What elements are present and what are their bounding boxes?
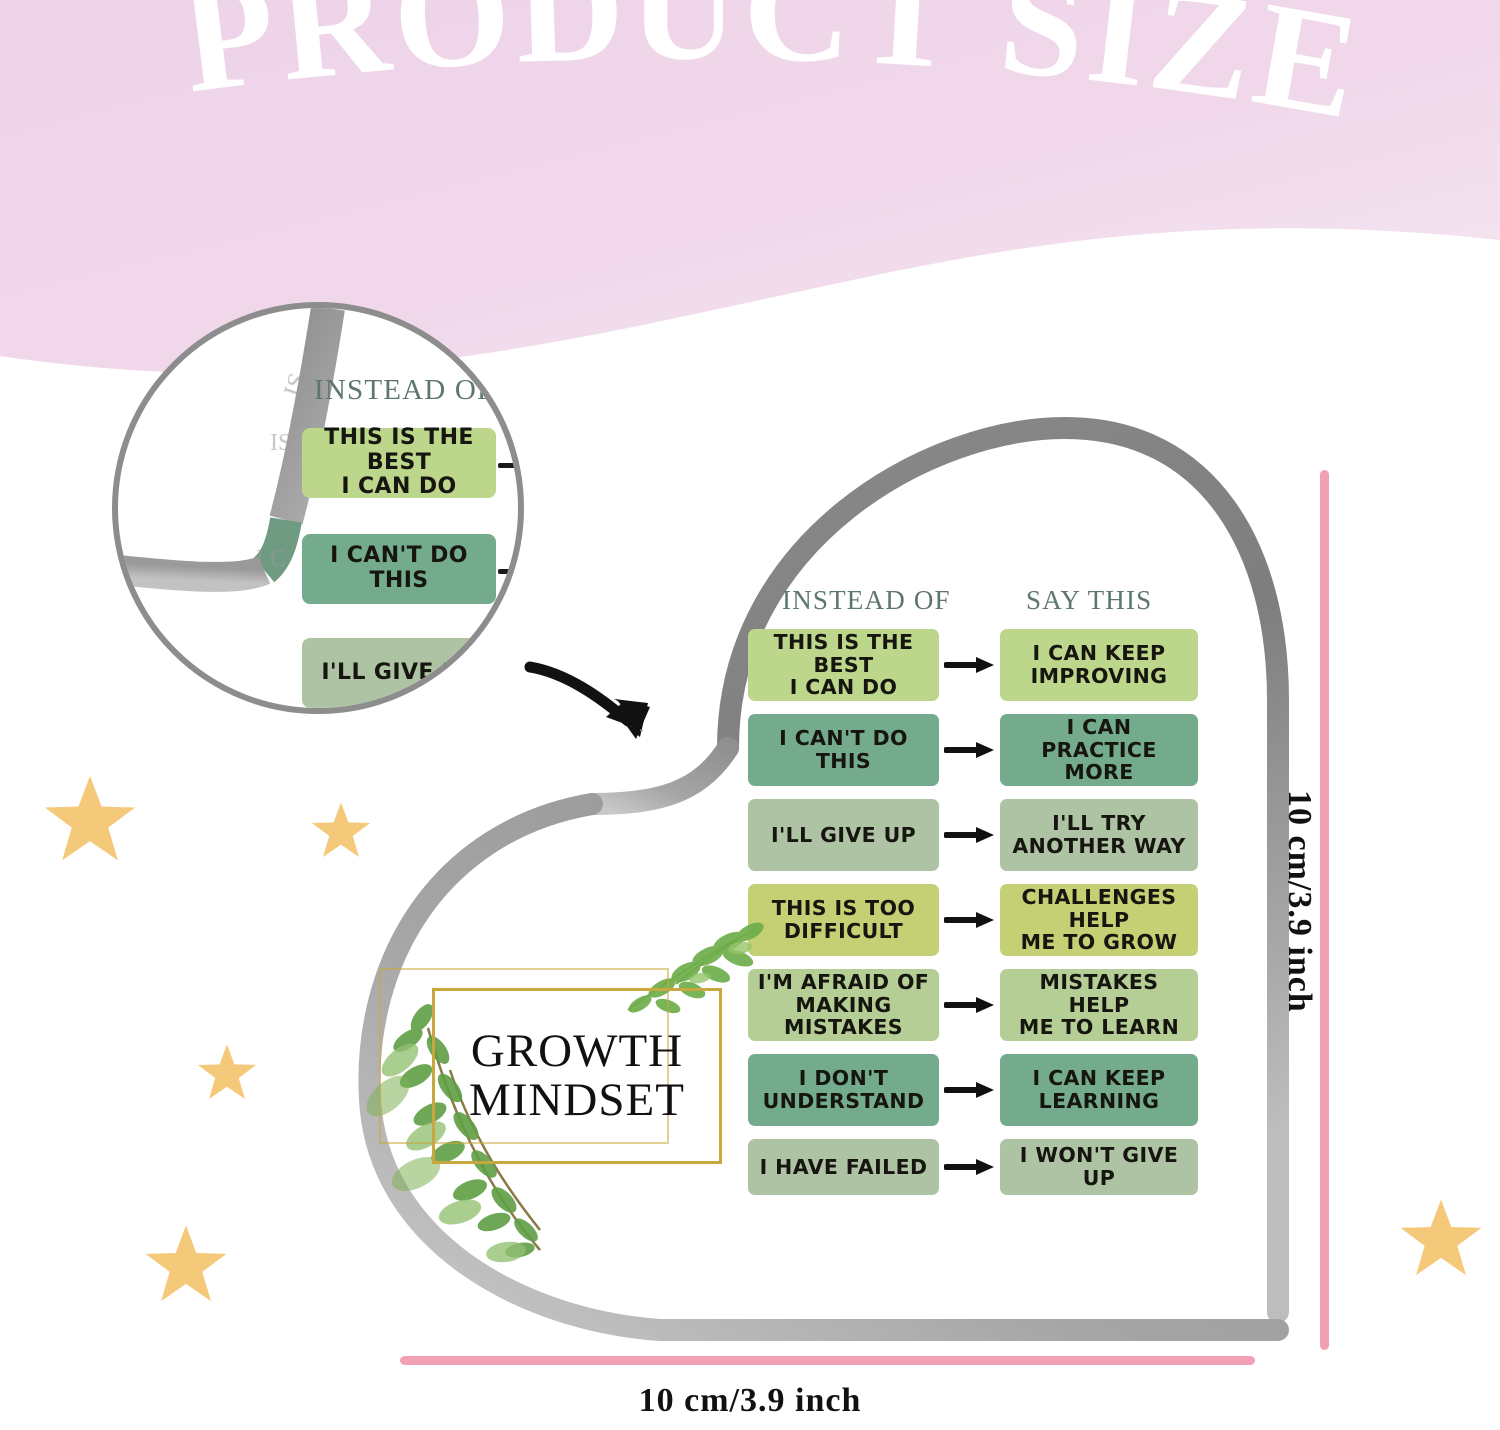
width-ruler [400,1356,1255,1365]
growth-mindset-chip: I CAN KEEP LEARNING [1000,1054,1198,1126]
magnifier-column-header: INSTEAD OF [314,374,495,406]
row-arrow-icon [939,654,1000,676]
fixed-mindset-chip: THIS IS THE BEST I CAN DO [748,629,939,701]
affirmation-row: I HAVE FAILED I WON'T GIVE UP [748,1139,1198,1195]
decorative-star [310,800,372,862]
page-title: PRODUCT SIZE [0,0,1500,260]
magnifier-circle: IS IS I C INSTEAD OF THIS IS THE BEST I C… [112,302,524,714]
decorative-star [196,1042,258,1104]
growth-mindset-chip: I'LL TRY ANOTHER WAY [1000,799,1198,871]
affirmation-row: THIS IS TOO DIFFICULT CHALLENGES HELP ME TO… [748,884,1198,956]
magnifier-chip-text: I'LL GIVE UP [321,659,477,685]
row-arrow-icon [939,824,1000,846]
growth-mindset-chip: CHALLENGES HELP ME TO GROW [1000,884,1198,956]
affirmation-row: I CAN'T DO THIS I CAN PRACTICE MORE [748,714,1198,786]
column-header-instead-of: INSTEAD OF [782,585,951,615]
magnifier-chip-text: I CAN'T DO THIS [330,543,468,593]
affirmation-sign: INSTEAD OF SAY THIS THIS IS THE BEST I CA… [748,585,1198,1208]
column-header-say-this: SAY THIS [1026,585,1153,615]
fixed-mindset-chip: I HAVE FAILED [748,1139,939,1195]
affirmation-rows: THIS IS THE BEST I CAN DO I CAN KEEP IMPROV… [748,629,1198,1195]
growth-mindset-chip: I CAN PRACTICE MORE [1000,714,1198,786]
fixed-mindset-chip: I'LL GIVE UP [748,799,939,871]
magnifier-ghost-text: IS [270,430,292,456]
column-headers: INSTEAD OF SAY THIS [748,585,1198,629]
growth-mindset-badge: GROWTH MINDSET [432,988,722,1164]
width-dimension-label: 10 cm/3.9 inch [638,1382,862,1419]
height-ruler [1320,470,1329,1350]
row-arrow-icon [939,994,1000,1016]
height-dimension-label: 10 cm/3.9 inch [1281,790,1318,1013]
row-arrow-icon [939,1156,1000,1178]
row-arrow-icon [939,909,1000,931]
fixed-mindset-chip: THIS IS TOO DIFFICULT [748,884,939,956]
magnifier-chip-text: THIS IS THE BEST I CAN DO [324,425,474,500]
growth-mindset-chip: I CAN KEEP IMPROVING [1000,629,1198,701]
growth-mindset-chip: MISTAKES HELP ME TO LEARN [1000,969,1198,1041]
badge-line-1: GROWTH [470,1025,684,1078]
magnifier-ghost-text: I C [256,546,286,572]
affirmation-row: I DON'T UNDERSTAND I CAN KEEP LEARNING [748,1054,1198,1126]
magnifier-chip: THIS IS THE BEST I CAN DO [302,425,496,500]
zoom-callout-arrow-icon [520,655,680,765]
decorative-star [42,772,138,868]
magnifier-chip: I CAN'T DO THIS [302,534,496,604]
decorative-star [1398,1196,1484,1282]
fixed-mindset-chip: I CAN'T DO THIS [748,714,939,786]
growth-mindset-chip: I WON'T GIVE UP [1000,1139,1198,1195]
magnifier-leader-line [498,569,518,574]
fixed-mindset-chip: I DON'T UNDERSTAND [748,1054,939,1126]
affirmation-row: THIS IS THE BEST I CAN DO I CAN KEEP IMPROV… [748,629,1198,701]
fixed-mindset-chip: I'M AFRAID OF MAKING MISTAKES [748,969,939,1041]
affirmation-row: I'M AFRAID OF MAKING MISTAKES MISTAKES HEL… [748,969,1198,1041]
badge-line-2: MINDSET [469,1074,685,1126]
row-arrow-icon [939,1079,1000,1101]
row-arrow-icon [939,739,1000,761]
svg-text:PRODUCT SIZE: PRODUCT SIZE [173,0,1374,151]
magnifier-leader-line [498,463,518,468]
magnifier-chip: I'LL GIVE UP [302,638,496,708]
badge-shadow-border [379,968,669,1144]
affirmation-row: I'LL GIVE UP I'LL TRY ANOTHER WAY [748,799,1198,871]
decorative-star [143,1222,229,1308]
header-banner [0,0,1500,400]
